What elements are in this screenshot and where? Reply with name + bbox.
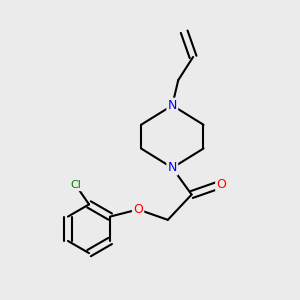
Text: Cl: Cl	[70, 180, 81, 190]
Text: O: O	[216, 178, 226, 191]
Text: N: N	[168, 161, 177, 174]
Text: O: O	[133, 203, 143, 216]
Text: N: N	[168, 99, 177, 112]
